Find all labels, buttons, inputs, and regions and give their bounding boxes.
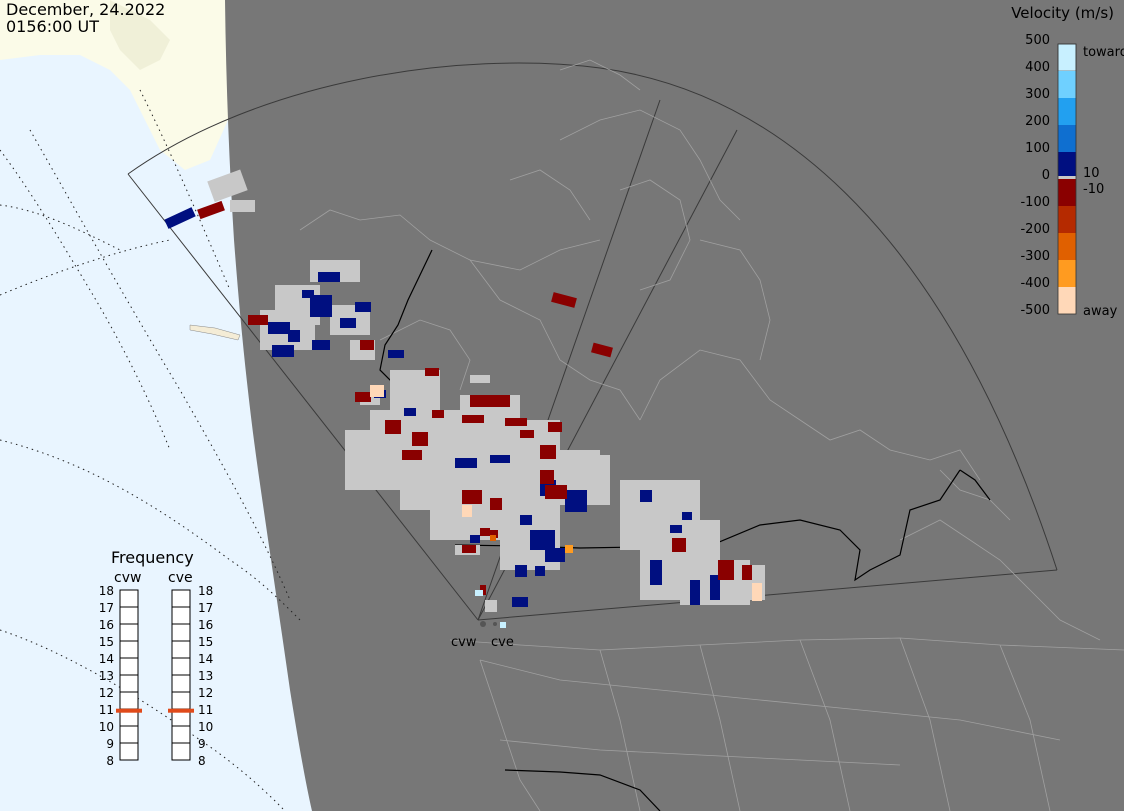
cvw-frequency-indicator <box>116 708 142 713</box>
radar-site-cvw-marker <box>480 621 486 627</box>
frequency-title: Frequency <box>111 548 194 567</box>
cvw-column-label: cvw <box>114 570 142 586</box>
frequency-scales <box>119 589 191 761</box>
date-label: December, 24.2022 <box>6 0 166 19</box>
cvw-frequency-tick: 8 <box>106 754 114 768</box>
plus-threshold-label: 10 <box>1083 166 1100 181</box>
frequency-indicators <box>116 708 194 713</box>
aleutian-islands <box>189 324 241 341</box>
night-region <box>225 0 1124 811</box>
cvw-frequency-tick: 14 <box>98 652 114 666</box>
cve-frequency-tick: 13 <box>198 669 214 683</box>
cvw-frequency-tick: 15 <box>98 635 114 649</box>
velocity-tick-label: -300 <box>1020 249 1050 264</box>
radar-site-cve-marker <box>493 622 497 626</box>
cve-frequency-tick: 8 <box>198 754 206 768</box>
velocity-tick-label: 0 <box>1041 168 1050 183</box>
cve-column-label: cve <box>168 570 193 586</box>
alaska-landmass <box>0 0 230 170</box>
cve-frequency-tick: 17 <box>198 601 214 615</box>
velocity-colorbar <box>1057 43 1077 315</box>
cvw-frequency-tick: 16 <box>98 618 114 632</box>
cve-frequency-tick: 9 <box>198 737 206 751</box>
velocity-tick-label: -500 <box>1020 303 1050 318</box>
cvw-frequency-tick: 18 <box>98 584 114 598</box>
radar-site-cve-label: cve <box>491 635 514 650</box>
away-label: away <box>1083 304 1118 319</box>
radar-site-cvw-label: cvw <box>451 635 477 650</box>
minus-threshold-label: -10 <box>1083 182 1105 197</box>
cve-frequency-indicator <box>168 708 194 713</box>
cvw-frequency-tick: 17 <box>98 601 114 615</box>
coastlines <box>299 59 1124 811</box>
velocity-scale-title: Velocity (m/s) <box>1011 4 1114 22</box>
toward-label: toward <box>1083 45 1124 60</box>
velocity-tick-label: 200 <box>1025 114 1050 129</box>
cvw-frequency-tick: 12 <box>98 686 114 700</box>
cvw-frequency-tick: 9 <box>106 737 114 751</box>
velocity-scatter-layer <box>164 200 762 628</box>
velocity-tick-label: 500 <box>1025 33 1050 48</box>
cve-frequency-tick: 14 <box>198 652 214 666</box>
cve-frequency-tick: 16 <box>198 618 214 632</box>
velocity-tick-label: 400 <box>1025 60 1050 75</box>
velocity-tick-label: -100 <box>1020 195 1050 210</box>
cve-frequency-tick: 10 <box>198 720 214 734</box>
velocity-tick-label: 100 <box>1025 141 1050 156</box>
cvw-frequency-tick: 10 <box>98 720 114 734</box>
velocity-tick-label: 300 <box>1025 87 1050 102</box>
velocity-tick-label: -200 <box>1020 222 1050 237</box>
cve-frequency-tick: 12 <box>198 686 214 700</box>
cvw-frequency-tick: 13 <box>98 669 114 683</box>
graticule <box>0 89 301 811</box>
cve-frequency-tick: 11 <box>198 703 214 717</box>
cvw-frequency-tick: 11 <box>98 703 114 717</box>
time-label: 0156:00 UT <box>6 17 100 36</box>
cve-frequency-tick: 18 <box>198 584 214 598</box>
cve-frequency-tick: 15 <box>198 635 214 649</box>
velocity-tick-label: -400 <box>1020 276 1050 291</box>
alaska-coast-shading <box>110 0 170 70</box>
